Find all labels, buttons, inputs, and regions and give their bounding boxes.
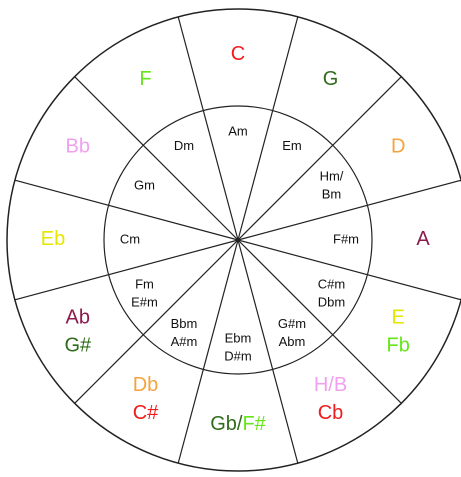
major-key-part: Gb/ xyxy=(210,413,243,435)
major-key-part: Fb xyxy=(387,335,410,357)
minor-key: Abm xyxy=(279,334,306,349)
divider xyxy=(14,179,239,241)
major-key: G xyxy=(323,68,339,90)
divider xyxy=(237,239,299,464)
major-key: C xyxy=(231,43,245,65)
divider xyxy=(237,239,461,301)
major-key-part: Eb xyxy=(41,228,65,250)
major-key: Db xyxy=(133,374,159,396)
inner-circle xyxy=(103,105,373,375)
major-key: C# xyxy=(133,402,159,424)
divider xyxy=(237,76,402,241)
major-key-part: H/B xyxy=(314,374,347,396)
minor-key: Fm xyxy=(135,276,154,291)
outer-circle xyxy=(6,8,461,472)
major-key-part: A xyxy=(416,228,430,250)
divider xyxy=(74,76,239,241)
minor-key: Gm xyxy=(134,177,155,192)
major-key: Ab xyxy=(66,307,90,329)
major-key-part: Cb xyxy=(318,402,344,424)
minor-key: Bm xyxy=(322,186,342,201)
divider xyxy=(177,239,239,464)
divider xyxy=(14,239,239,301)
major-key-part: E xyxy=(392,307,405,329)
minor-key: Dm xyxy=(174,138,194,153)
major-key-part: C# xyxy=(133,402,159,424)
major-key: F xyxy=(139,68,151,90)
minor-key: Em xyxy=(282,138,302,153)
major-key-part: Ab xyxy=(66,307,90,329)
labels: C Am G Em D Hm/Bm A F#m E Fb C#m Dbm H/B Cb G#m Abm Gb/F… xyxy=(41,43,431,435)
major-key-part: Bb xyxy=(66,136,90,158)
major-key: Eb xyxy=(41,228,65,250)
minor-key: Cm xyxy=(120,231,140,246)
minor-key: Ebm xyxy=(225,330,252,345)
minor-key: A#m xyxy=(171,334,198,349)
major-key: Gb/F# xyxy=(210,413,266,435)
divider xyxy=(237,16,299,241)
divider xyxy=(177,16,239,241)
minor-key: C#m xyxy=(318,276,345,291)
minor-key: D#m xyxy=(224,348,251,363)
major-key: G# xyxy=(64,335,92,357)
minor-key: E#m xyxy=(131,294,158,309)
minor-key: Dbm xyxy=(318,294,345,309)
major-key-part: G# xyxy=(64,335,92,357)
minor-key: Am xyxy=(228,123,248,138)
minor-key: G#m xyxy=(278,316,306,331)
major-key-part: G xyxy=(323,68,339,90)
major-key-part: C xyxy=(231,43,245,65)
major-key: Bb xyxy=(66,136,90,158)
major-key: E xyxy=(392,307,405,329)
divider xyxy=(237,179,461,241)
minor-key: Hm/ xyxy=(320,168,344,183)
major-key: Fb xyxy=(387,335,410,357)
major-key-part: F# xyxy=(242,413,266,435)
major-key-part: D xyxy=(391,136,405,158)
divider xyxy=(237,239,402,404)
major-key-part: F xyxy=(139,68,151,90)
major-key: Cb xyxy=(318,402,344,424)
minor-key: Bbm xyxy=(171,316,198,331)
major-key: A xyxy=(416,228,430,250)
divider xyxy=(74,239,239,404)
major-key: D xyxy=(391,136,405,158)
major-key-part: Db xyxy=(133,374,159,396)
dividers xyxy=(14,16,461,464)
minor-key: F#m xyxy=(333,231,359,246)
major-key: H/B xyxy=(314,374,347,396)
